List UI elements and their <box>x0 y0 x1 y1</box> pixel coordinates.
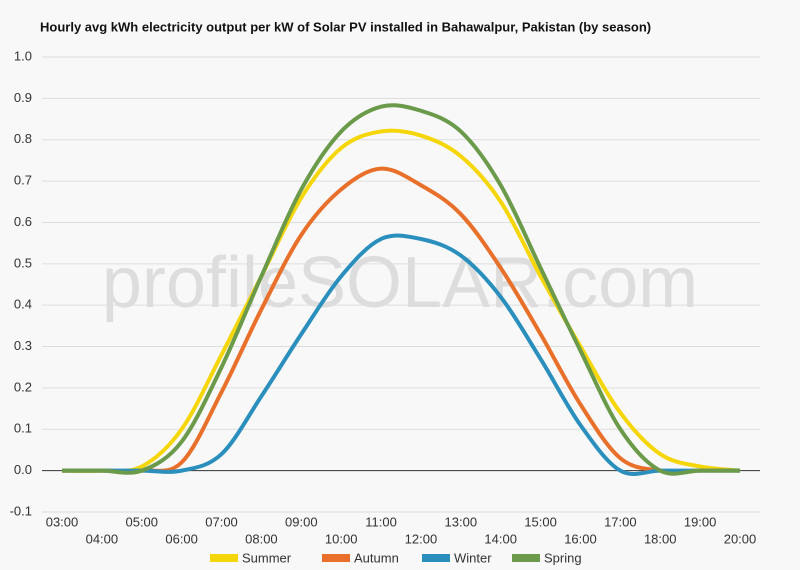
x-tick-label: 08:00 <box>245 531 278 546</box>
x-tick-label: 20:00 <box>724 531 757 546</box>
y-tick-label: 0.1 <box>14 421 32 436</box>
y-tick-label: 0.5 <box>14 255 32 270</box>
legend-label: Summer <box>242 550 292 565</box>
y-tick-label: 0.0 <box>14 462 32 477</box>
legend-swatch <box>210 554 238 562</box>
legend-label: Autumn <box>354 550 399 565</box>
y-tick-label: 1.0 <box>14 48 32 63</box>
x-tick-label: 12:00 <box>405 531 438 546</box>
y-tick-label: 0.4 <box>14 297 32 312</box>
x-tick-label: 09:00 <box>285 514 318 529</box>
legend-swatch <box>422 554 450 562</box>
legend-swatch <box>322 554 350 562</box>
x-tick-label: 10:00 <box>325 531 358 546</box>
x-tick-label: 19:00 <box>684 514 717 529</box>
series-line <box>61 166 740 474</box>
y-tick-label: 0.2 <box>14 379 32 394</box>
series-line <box>61 103 740 476</box>
legend-label: Winter <box>454 550 492 565</box>
y-tick-label: -0.1 <box>10 503 32 518</box>
x-tick-label: 06:00 <box>165 531 198 546</box>
y-tick-label: 0.6 <box>14 214 32 229</box>
x-tick-label: 15:00 <box>524 514 557 529</box>
x-tick-label: 13:00 <box>445 514 478 529</box>
x-tick-label: 07:00 <box>205 514 238 529</box>
y-tick-label: 0.3 <box>14 338 32 353</box>
series-line <box>61 233 740 476</box>
x-tick-label: 14:00 <box>484 531 517 546</box>
y-tick-label: 0.7 <box>14 173 32 188</box>
x-tick-label: 11:00 <box>365 514 397 529</box>
y-tick-label: 0.8 <box>14 131 32 146</box>
x-tick-label: 18:00 <box>644 531 677 546</box>
x-tick-label: 03:00 <box>46 514 79 529</box>
x-tick-label: 05:00 <box>125 514 158 529</box>
series-line <box>61 128 741 473</box>
x-tick-label: 04:00 <box>86 531 119 546</box>
x-tick-label: 16:00 <box>564 531 597 546</box>
legend-label: Spring <box>544 550 582 565</box>
x-tick-label: 17:00 <box>604 514 637 529</box>
chart-title: Hourly avg kWh electricity output per kW… <box>40 19 651 34</box>
watermark: profileSOLAR.com <box>102 243 698 323</box>
legend-swatch <box>512 554 540 562</box>
y-tick-label: 0.9 <box>14 90 32 105</box>
